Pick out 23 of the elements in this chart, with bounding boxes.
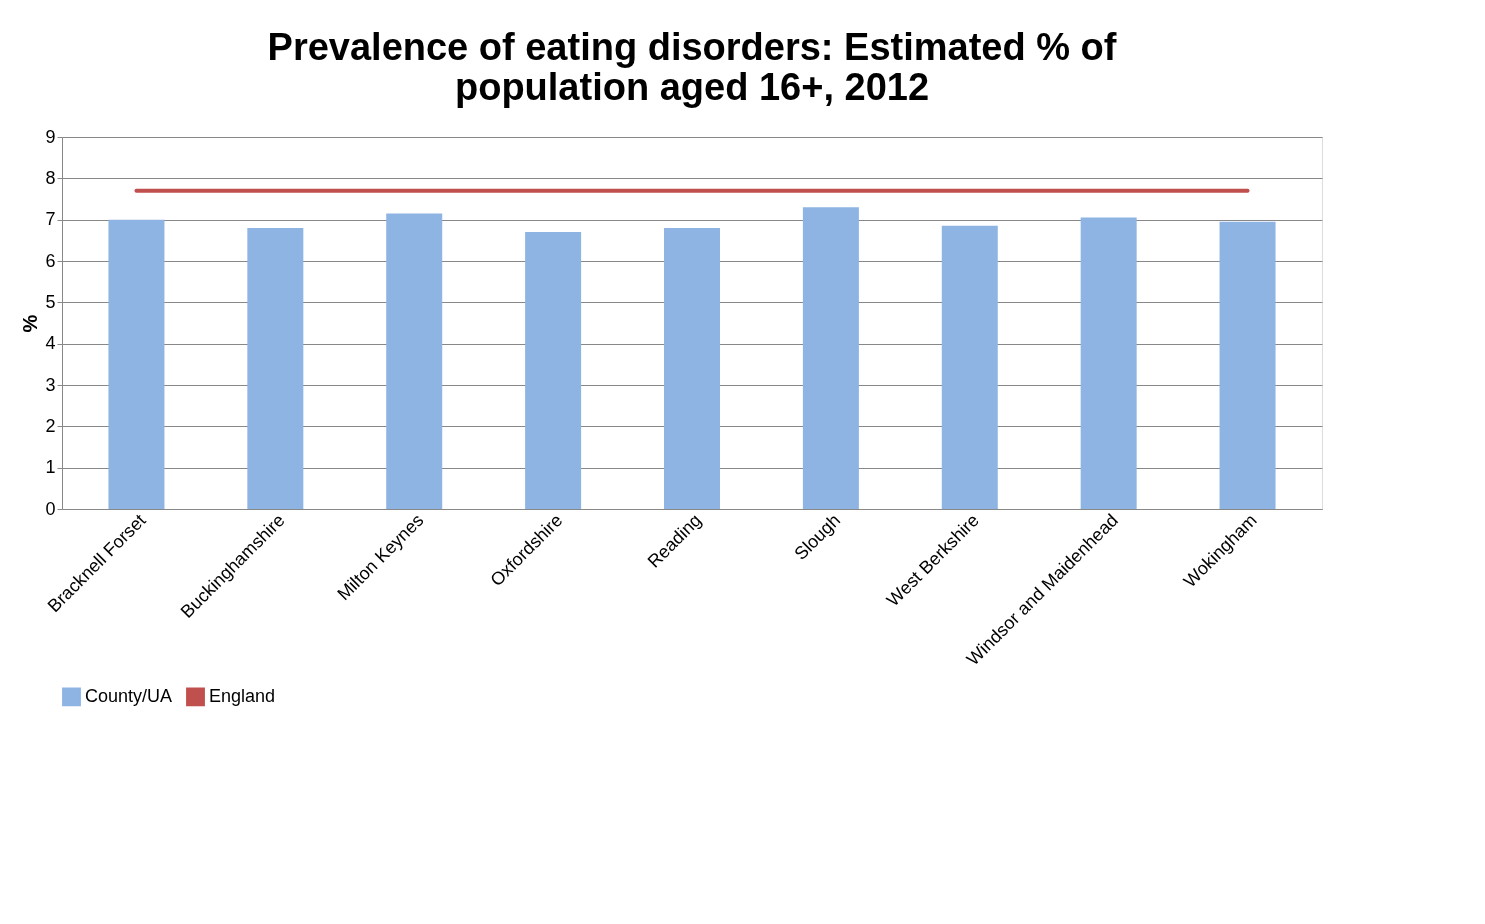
- bar: [247, 227, 304, 509]
- legend-label: England: [209, 685, 276, 706]
- y-tick-label: 5: [45, 291, 56, 312]
- bar: [108, 219, 165, 509]
- y-tick-label: 3: [45, 374, 56, 395]
- y-tick-label: 7: [45, 209, 56, 230]
- bar: [1219, 221, 1276, 509]
- bar: [386, 213, 443, 509]
- legend-label: County/UA: [85, 685, 173, 706]
- y-axis-title: %: [19, 314, 42, 333]
- y-tick-label: 8: [45, 167, 56, 188]
- y-tick-label: 9: [45, 126, 56, 147]
- y-tick-label: 0: [45, 498, 56, 519]
- text: Prevalence of eating disorders: Estimated % of: [267, 26, 1117, 68]
- bar: [802, 207, 859, 509]
- bar: [1080, 217, 1137, 509]
- bar: [525, 232, 582, 509]
- y-tick-label: 1: [45, 457, 56, 478]
- bar: [664, 227, 720, 509]
- y-tick-label: 6: [45, 250, 56, 271]
- bar: [941, 225, 998, 509]
- y-tick-label: 2: [45, 415, 56, 436]
- y-tick-label: 4: [45, 333, 56, 354]
